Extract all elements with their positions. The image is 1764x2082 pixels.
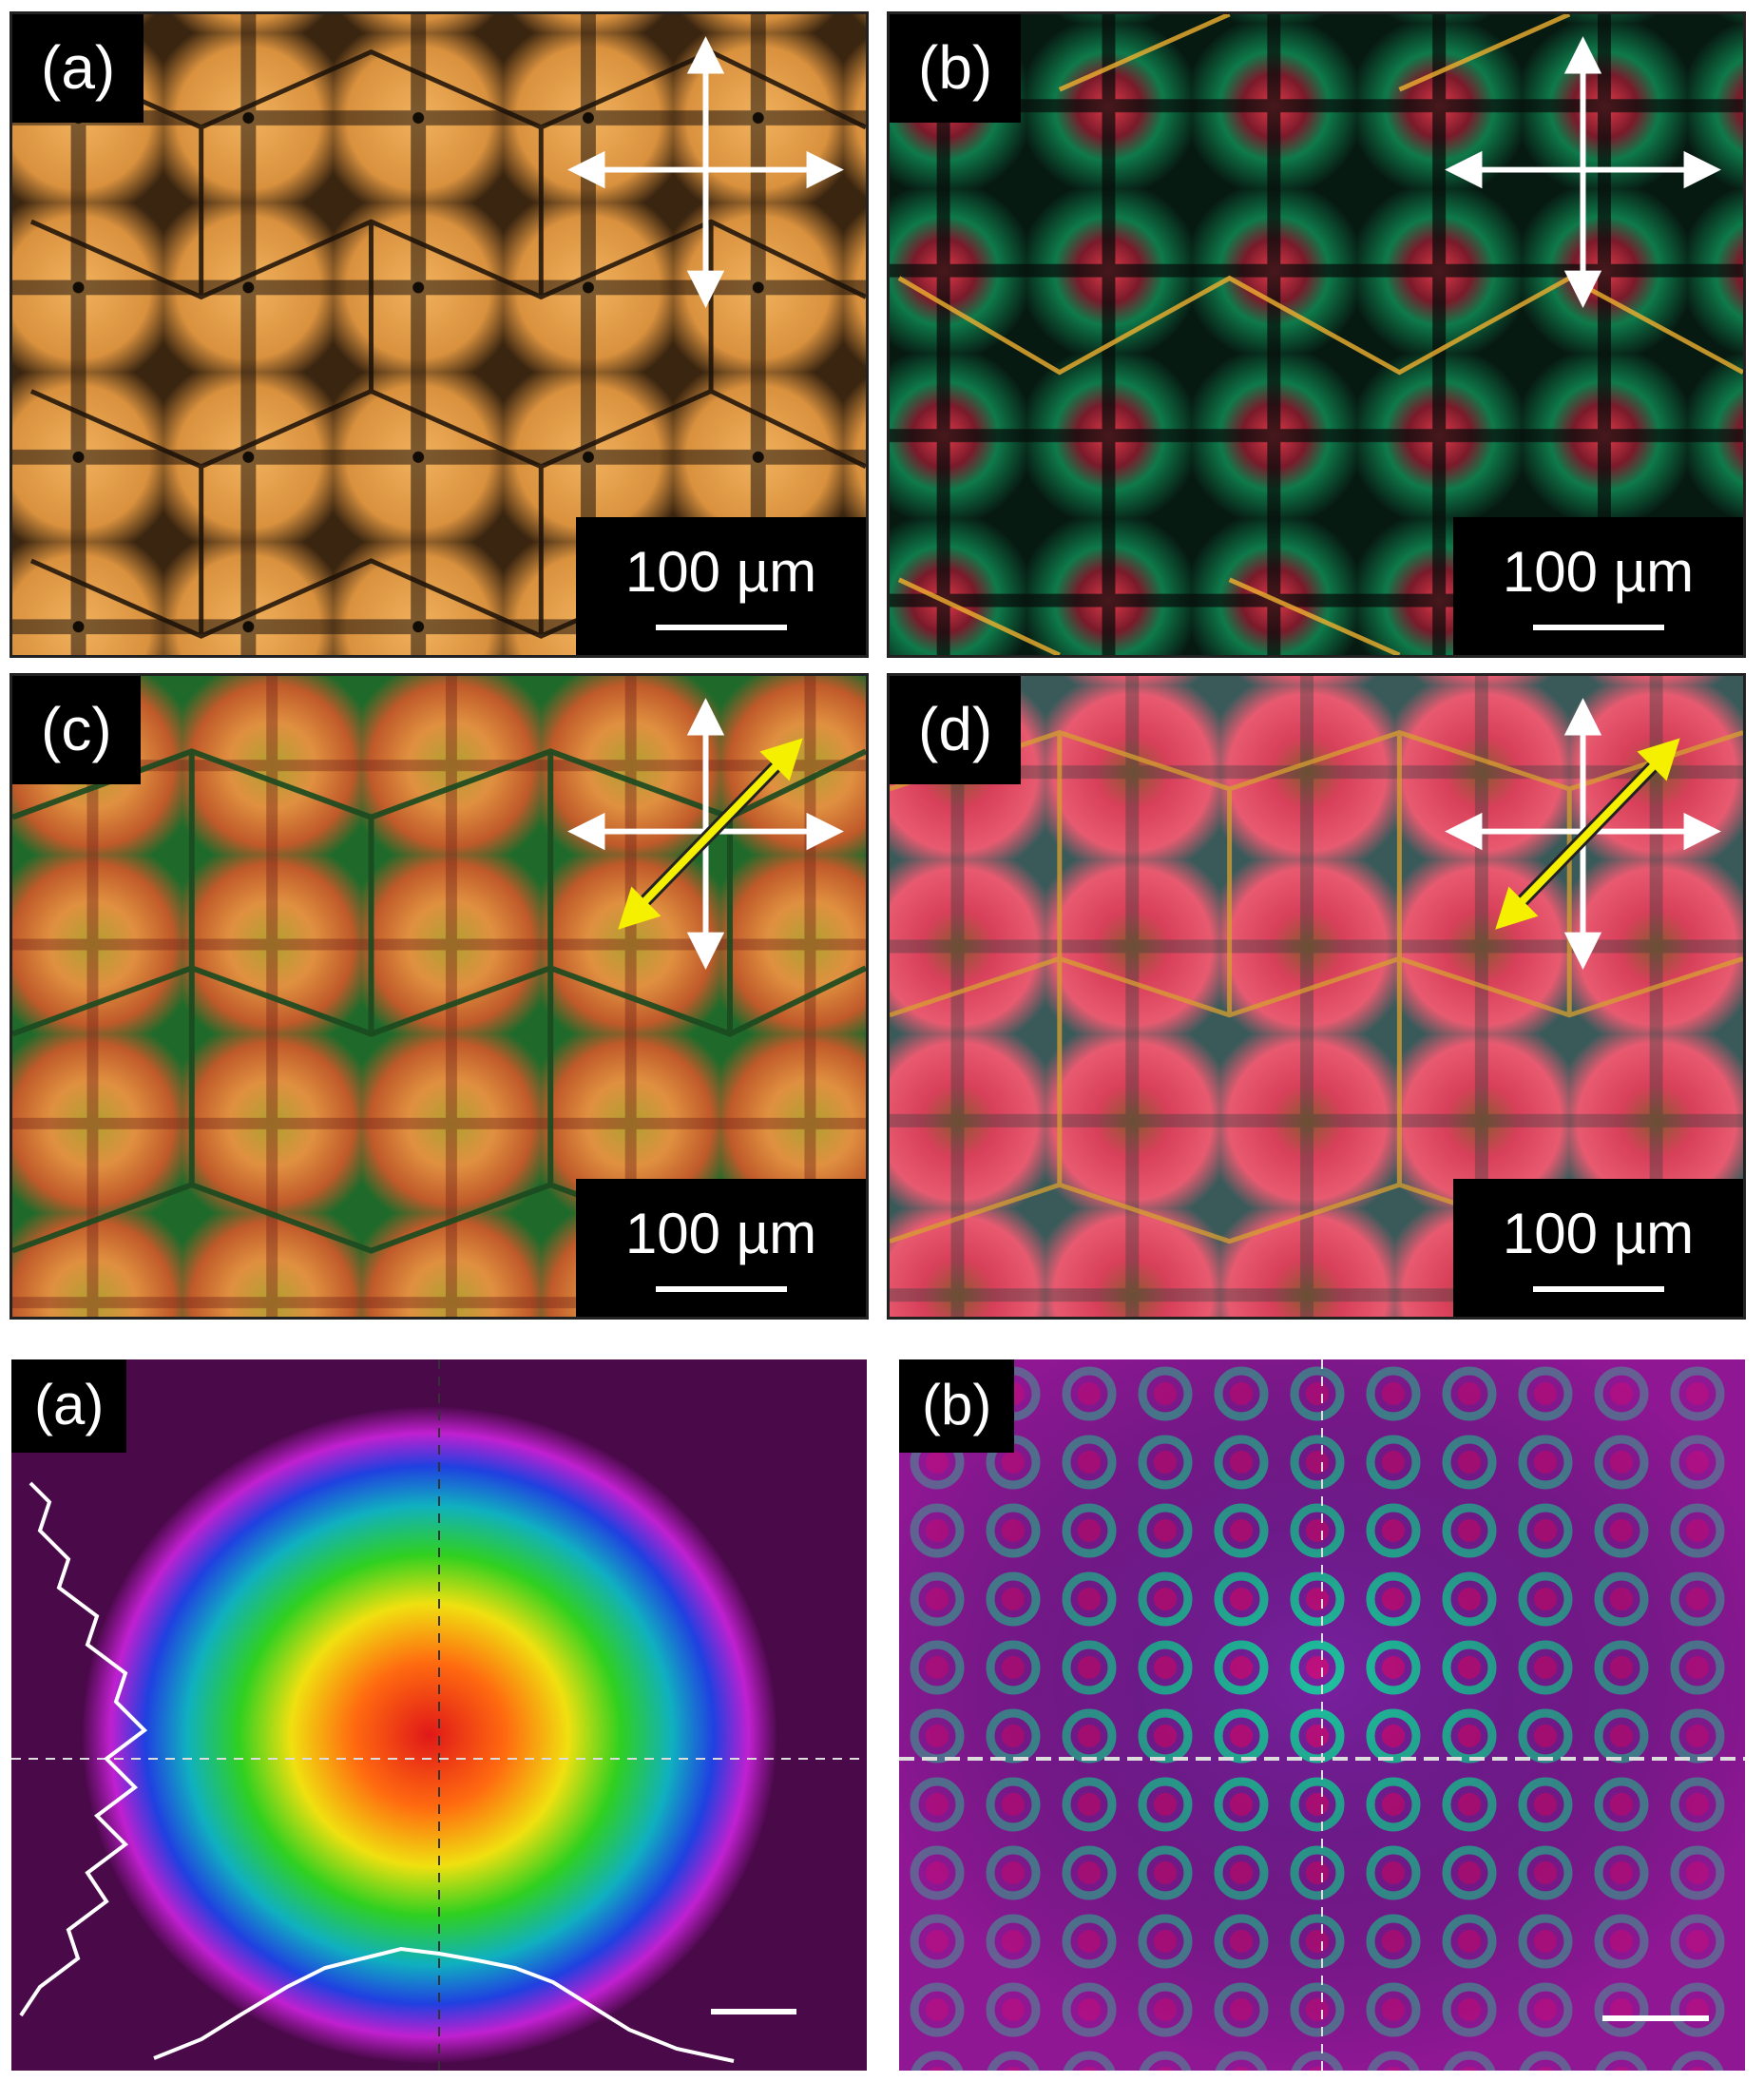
micrograph-panel-d: (d) 100 µm	[887, 673, 1746, 1320]
panel-label: (b)	[899, 1359, 1015, 1453]
scale-bar: 100 µm	[1453, 1179, 1743, 1317]
panel-label: (d)	[890, 676, 1022, 784]
micrograph-panel-a: (a) 100 µm	[10, 11, 869, 658]
scale-bar: 100 µm	[576, 1179, 866, 1317]
beam-profile-panel-b: (b)	[899, 1359, 1745, 2071]
scale-bar-label: 100 µm	[624, 540, 817, 604]
scale-bar-line	[656, 625, 787, 630]
scale-bar-label: 100 µm	[1502, 1202, 1695, 1265]
scale-bar-line	[1533, 1286, 1664, 1292]
beam-profile-image	[11, 1359, 867, 2071]
micrograph-image-a	[12, 14, 866, 655]
scale-bar-label: 100 µm	[1502, 540, 1695, 604]
horizontal-intensity-profile	[153, 1946, 735, 2063]
micrograph-panel-c: (c) 100 µm	[10, 673, 869, 1320]
scale-bar-line	[1602, 2015, 1709, 2021]
scale-bar: 100 µm	[1453, 517, 1743, 655]
panel-label: (c)	[12, 676, 141, 784]
scale-bar-line	[711, 2009, 796, 2015]
panel-label: (a)	[11, 1359, 127, 1453]
ring-array-image	[899, 1359, 1745, 2071]
scale-bar-line	[656, 1286, 787, 1292]
scale-bar-label: 100 µm	[624, 1202, 817, 1265]
panel-label: (a)	[12, 14, 144, 123]
beam-profile-panel-a: (a)	[11, 1359, 867, 2071]
scale-bar: 100 µm	[576, 517, 866, 655]
vertical-intensity-profile	[19, 1481, 148, 2017]
micrograph-panel-b: (b) 100 µm	[887, 11, 1746, 658]
panel-label: (b)	[890, 14, 1022, 123]
scale-bar-line	[1533, 625, 1664, 630]
